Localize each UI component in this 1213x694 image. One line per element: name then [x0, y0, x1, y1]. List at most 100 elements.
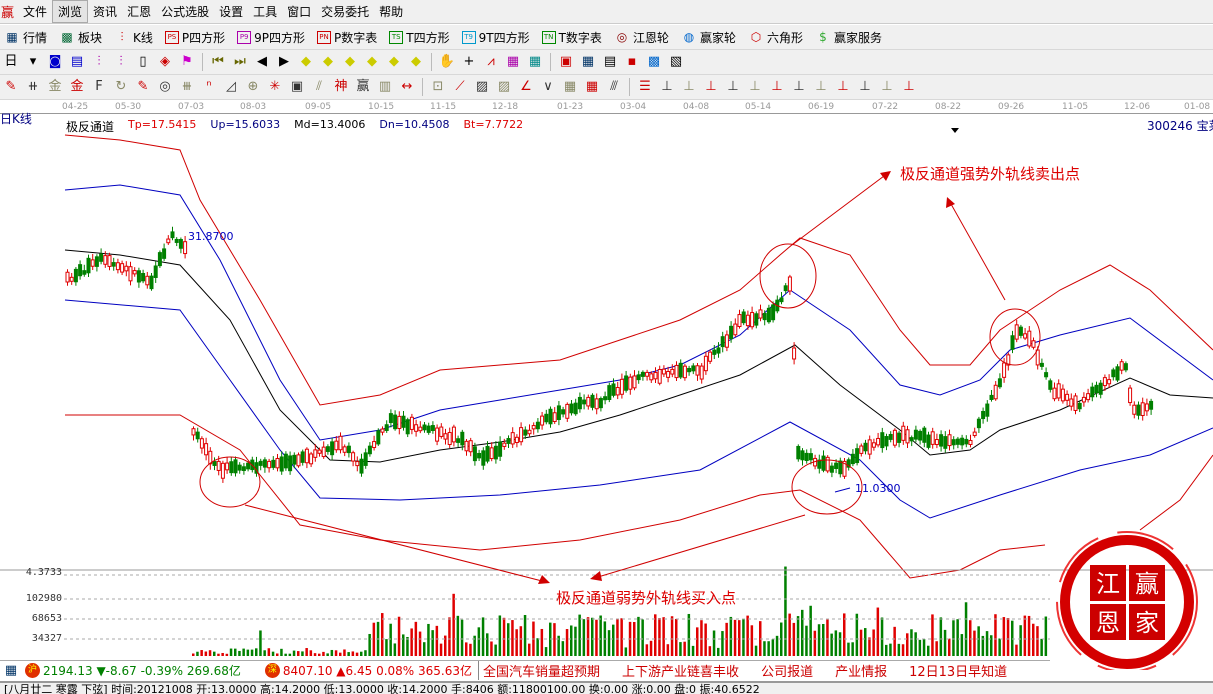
- drawing-tool-icon[interactable]: ⫽: [316, 79, 322, 94]
- left-icon[interactable]: ◀: [257, 54, 267, 69]
- drawing-tool-icon[interactable]: ∨: [543, 79, 553, 94]
- drawing-tool-icon[interactable]: ▦: [585, 79, 599, 94]
- drawing-tool-icon[interactable]: ▣: [290, 79, 304, 94]
- drawing-tool-icon[interactable]: ⊥: [705, 79, 717, 94]
- menu-tools[interactable]: 工具: [253, 5, 278, 19]
- menu-settings[interactable]: 设置: [219, 5, 244, 19]
- news-item[interactable]: 上下游产业链喜丰收: [622, 665, 740, 680]
- drawing-tool-icon[interactable]: ⊥: [815, 79, 827, 94]
- right-icon[interactable]: ▶: [279, 54, 289, 69]
- drawing-tool-icon[interactable]: 金: [48, 79, 62, 94]
- flag-icon[interactable]: ⚑: [181, 54, 193, 69]
- toolbar-9-button[interactable]: TN T数字表: [538, 29, 602, 46]
- toolbar-8-button[interactable]: T9 9T四方形: [458, 29, 530, 46]
- toolbar-1-button[interactable]: ▦ 行情: [0, 29, 47, 46]
- drawing-tool-icon[interactable]: ↔: [401, 79, 413, 94]
- drawing-tool-icon[interactable]: 神: [334, 79, 348, 94]
- chart3-icon[interactable]: ⫶: [97, 54, 101, 69]
- menu-browse[interactable]: 浏览: [52, 0, 89, 23]
- print-icon[interactable]: ▧: [669, 54, 683, 69]
- candle-type-icon[interactable]: ▯: [139, 54, 147, 69]
- drawing-tool-icon[interactable]: ⫻: [610, 79, 618, 94]
- chart9-icon[interactable]: ⫶: [119, 54, 123, 69]
- dropdown-icon[interactable]: ▾: [29, 54, 37, 69]
- crosshair-icon[interactable]: +: [463, 54, 475, 69]
- drawing-tool-icon[interactable]: ⧺: [27, 79, 39, 94]
- drawing-tool-icon[interactable]: ⊥: [881, 79, 893, 94]
- toolbar-3-button[interactable]: ⫶ K线: [110, 29, 153, 46]
- drawing-tool-icon[interactable]: ⊥: [683, 79, 695, 94]
- drawing-tool-icon[interactable]: ⟋: [455, 79, 465, 94]
- drawing-tool-icon[interactable]: ⊥: [727, 79, 739, 94]
- drawing-tool-icon[interactable]: ✎: [137, 79, 149, 94]
- zoom-in-icon[interactable]: ◆: [345, 54, 355, 69]
- zoom-left-icon[interactable]: ◆: [301, 54, 311, 69]
- calendar-icon[interactable]: ▣: [559, 54, 573, 69]
- price-chart[interactable]: 31.8700 11.0300: [0, 114, 1213, 660]
- drawing-tool-icon[interactable]: ◿: [226, 79, 236, 94]
- menu-file[interactable]: 文件: [23, 5, 48, 19]
- menu-help[interactable]: 帮助: [379, 5, 404, 19]
- drawing-tool-icon[interactable]: ⊥: [903, 79, 915, 94]
- drawing-tool-icon[interactable]: ⊕: [247, 79, 259, 94]
- report-icon[interactable]: ▤: [603, 54, 617, 69]
- news-item[interactable]: 公司报道: [761, 665, 814, 680]
- menu-huien[interactable]: 汇恩: [127, 5, 152, 19]
- grid-icon[interactable]: ▦: [4, 662, 18, 678]
- drawing-tool-icon[interactable]: ⊥: [749, 79, 761, 94]
- drawing-tool-icon[interactable]: ⊡: [432, 79, 444, 94]
- drawing-tool-icon[interactable]: ⊥: [771, 79, 783, 94]
- drawing-tool-icon[interactable]: F: [95, 79, 103, 94]
- indicator-icon[interactable]: ◙: [48, 54, 62, 69]
- drawing-tool-icon[interactable]: 金: [70, 79, 84, 94]
- drawing-tool-icon[interactable]: ▦: [563, 79, 577, 94]
- drawing-tool-icon[interactable]: ⁿ: [206, 79, 212, 94]
- menu-trade[interactable]: 交易委托: [321, 5, 370, 19]
- news-item[interactable]: 12日13日早知道: [909, 665, 1008, 680]
- drawing-tool-icon[interactable]: ⊥: [837, 79, 849, 94]
- save-icon[interactable]: ▪: [627, 54, 637, 69]
- drawing-tool-icon[interactable]: ▥: [378, 79, 392, 94]
- period-button[interactable]: 日: [4, 54, 18, 69]
- toolbar-7-button[interactable]: TS T四方形: [385, 29, 450, 46]
- line-tool-icon[interactable]: ⩘: [487, 54, 495, 69]
- menu-window[interactable]: 窗口: [287, 5, 312, 19]
- calculator-icon[interactable]: ▦: [581, 54, 595, 69]
- drawing-tool-icon[interactable]: ✎: [5, 79, 17, 94]
- hand-icon[interactable]: ✋: [438, 54, 456, 69]
- drawing-tool-icon[interactable]: ⧻: [181, 79, 193, 94]
- toolbar-2-button[interactable]: ▩ 板块: [55, 29, 102, 46]
- news-item[interactable]: 产业情报: [835, 665, 888, 680]
- drawing-tool-icon[interactable]: ▨: [497, 79, 511, 94]
- drawing-tool-icon[interactable]: ◎: [159, 79, 171, 94]
- drawing-tool-icon[interactable]: ⊥: [859, 79, 871, 94]
- drawing-tool-icon[interactable]: ▨: [475, 79, 489, 94]
- shrink-icon[interactable]: ◆: [411, 54, 421, 69]
- drawing-tool-icon[interactable]: ∠: [520, 79, 532, 94]
- drawing-tool-icon[interactable]: ✳: [269, 79, 281, 94]
- pattern-icon[interactable]: ▦: [506, 54, 520, 69]
- drawing-tool-icon[interactable]: ☰: [639, 79, 651, 94]
- network-icon[interactable]: ▩: [647, 54, 661, 69]
- overlay-icon[interactable]: ◈: [160, 54, 170, 69]
- toolbar-11-button[interactable]: ◍ 赢家轮: [677, 29, 736, 46]
- last-icon[interactable]: ⏭: [234, 54, 246, 69]
- drawing-tool-icon[interactable]: ⊥: [793, 79, 805, 94]
- drawing-tool-icon[interactable]: ↻: [115, 79, 127, 94]
- toolbar-12-button[interactable]: ⬡ 六角形: [744, 29, 803, 46]
- pattern2-icon[interactable]: ▦: [528, 54, 542, 69]
- toolbar-13-button[interactable]: $ 赢家服务: [811, 29, 882, 46]
- toolbar-4-button[interactable]: PS P四方形: [161, 29, 225, 46]
- expand-icon[interactable]: ◆: [389, 54, 399, 69]
- zoom-right-icon[interactable]: ◆: [323, 54, 333, 69]
- menu-formula[interactable]: 公式选股: [161, 5, 210, 19]
- toolbar-6-button[interactable]: PN P数字表: [313, 29, 377, 46]
- news-item[interactable]: 全国汽车销量超预期: [483, 665, 601, 680]
- drawing-tool-icon[interactable]: 赢: [356, 79, 370, 94]
- zoom-out-icon[interactable]: ◆: [367, 54, 377, 69]
- menu-news[interactable]: 资讯: [93, 5, 118, 19]
- sz-index[interactable]: 8407.10 ▲6.45 0.08% 365.63亿: [283, 662, 472, 679]
- toolbar-10-button[interactable]: ◎ 江恩轮: [610, 29, 669, 46]
- drawing-tool-icon[interactable]: ⊥: [661, 79, 673, 94]
- notes-icon[interactable]: ▤: [70, 54, 84, 69]
